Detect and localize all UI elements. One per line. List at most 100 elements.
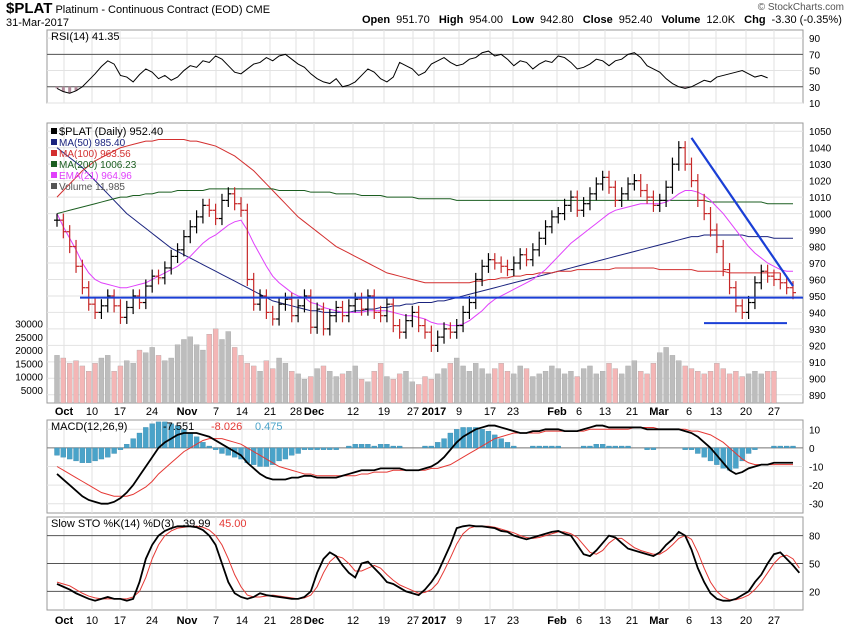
volume-bar	[136, 349, 143, 404]
volume-bar	[193, 344, 200, 404]
x-tick-label: 23	[507, 615, 519, 627]
macd-histogram-bar	[117, 447, 124, 450]
macd-histogram-bar	[790, 445, 796, 449]
x-tick-label: 13	[710, 615, 722, 627]
macd-histogram-bar	[396, 445, 403, 449]
volume-bar	[733, 371, 739, 404]
volume-bar	[384, 376, 390, 404]
volume-bar	[657, 352, 663, 404]
volume-bar	[574, 376, 580, 404]
macd-histogram-bar	[168, 423, 174, 449]
volume-bar	[663, 347, 669, 404]
sto-d-value: 45.00	[219, 518, 247, 530]
volume-bar	[162, 360, 168, 404]
legend-swatch	[51, 172, 57, 178]
x-tick-label: Mar	[649, 615, 669, 627]
macd-histogram-bar	[308, 447, 314, 450]
volume-bar	[454, 357, 460, 404]
rsi-tick-label: 90	[809, 34, 821, 45]
volume-bar	[396, 373, 403, 404]
x-tick-label: 19	[378, 615, 390, 627]
volume-bar	[352, 365, 358, 404]
volume-bar	[726, 373, 733, 404]
legend-swatch	[51, 128, 57, 134]
volume-bar	[612, 368, 618, 404]
x-tick-label: Nov	[177, 406, 199, 418]
macd-histogram-bar	[530, 445, 536, 449]
macd-histogram-bar	[193, 436, 200, 449]
volume-bar	[695, 371, 701, 404]
volume-bar	[390, 379, 396, 404]
volume-bar	[447, 363, 454, 404]
macd-histogram-bar	[498, 438, 504, 449]
volume-bar	[606, 363, 612, 404]
moving-average-line	[56, 147, 793, 313]
rsi-line	[56, 50, 768, 94]
macd-histogram-bar	[301, 447, 308, 450]
volume-bar	[580, 368, 587, 404]
volume-bar	[739, 376, 745, 404]
volume-bar	[301, 379, 308, 404]
macd-tick-label: -10	[809, 463, 824, 474]
volume-bar	[688, 368, 695, 404]
macd-histogram-bar	[428, 445, 434, 449]
volume-bar	[263, 360, 270, 404]
macd-histogram-bar	[739, 447, 745, 462]
volume-value: 12.0K	[706, 14, 736, 26]
macd-histogram-bar	[111, 447, 117, 454]
volume-bar	[244, 363, 250, 404]
volume-bar	[155, 355, 162, 404]
x-tick-label: 27	[407, 615, 419, 627]
volume-bar	[504, 371, 511, 404]
x-tick-label: 27	[407, 406, 419, 418]
volume-bar	[587, 365, 593, 404]
chg-label: Chg	[744, 14, 766, 26]
x-tick-label: 17	[484, 615, 496, 627]
volume-bar	[187, 336, 193, 404]
macd-histogram-bar	[219, 447, 225, 454]
x-tick-label: Oct	[55, 615, 74, 627]
rsi-tick-label: 50	[809, 67, 821, 78]
macd-histogram-bar	[593, 444, 599, 449]
volume-bar	[441, 368, 447, 404]
macd-histogram-bar	[200, 442, 206, 449]
sto-k-line	[56, 524, 801, 602]
rsi-oversold-fill	[55, 86, 687, 94]
macd-histogram-bar	[289, 447, 295, 456]
x-tick-label: 13	[710, 406, 722, 418]
sto-d-line	[56, 525, 800, 601]
macd-histogram-bar	[98, 447, 105, 460]
rsi-title: RSI(14) 41.35	[51, 31, 119, 43]
high-value: 954.00	[469, 14, 503, 26]
volume-bar	[561, 373, 568, 404]
volume-bar	[358, 379, 365, 404]
macd-histogram-bar	[580, 445, 587, 449]
macd-histogram-bar	[777, 445, 783, 449]
volume-bar	[200, 349, 206, 404]
macd-histogram-bar	[365, 444, 371, 449]
x-tick-label: 2017	[422, 615, 446, 627]
downtrend-line	[690, 137, 794, 287]
macd-histogram-bar	[733, 447, 739, 469]
x-tick-label: 13	[599, 406, 611, 418]
macd-histogram-bar	[612, 445, 618, 449]
volume-bar	[555, 368, 561, 404]
price-tick-label: 980	[809, 243, 826, 254]
volume-bar	[422, 376, 428, 404]
rsi-pane-frame	[46, 29, 804, 104]
volume-bar	[60, 357, 66, 404]
volume-bar	[644, 373, 650, 404]
macd-histogram-bar	[270, 447, 276, 465]
macd-histogram-bar	[276, 447, 282, 462]
macd-histogram-bar	[625, 445, 631, 449]
volume-bar	[371, 371, 377, 404]
legend-swatch	[51, 183, 57, 189]
x-tick-label: 12	[347, 406, 359, 418]
x-tick-label: 6	[686, 406, 692, 418]
macd-histogram-bar	[390, 445, 396, 449]
x-tick-label: 6	[576, 615, 582, 627]
volume-bar	[745, 373, 752, 404]
x-tick-label: 24	[146, 615, 158, 627]
x-tick-label: 10	[86, 406, 98, 418]
